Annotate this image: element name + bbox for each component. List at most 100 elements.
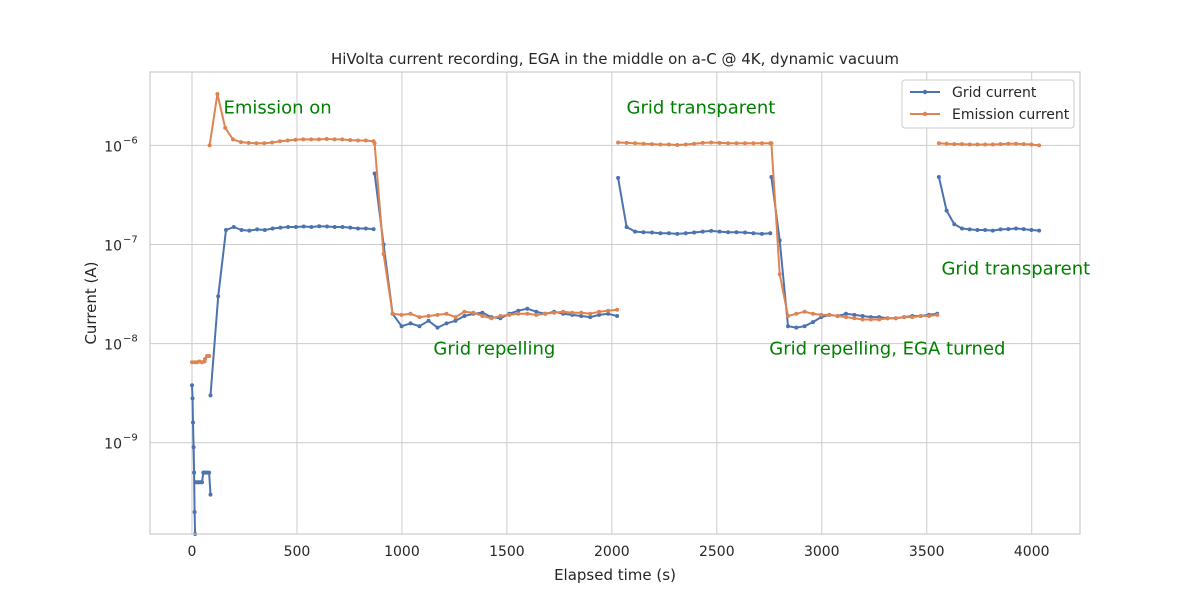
data-point [262, 228, 267, 232]
data-point [902, 315, 907, 320]
data-point [794, 311, 799, 316]
data-point [641, 141, 646, 146]
data-point [216, 294, 221, 299]
data-point [717, 140, 722, 145]
data-point [827, 312, 832, 317]
data-point [751, 231, 756, 236]
plot-frame [149, 71, 1081, 535]
data-point [208, 492, 213, 497]
data-point [399, 324, 404, 329]
y-tick-exponent: −7 [123, 234, 138, 245]
data-point [944, 141, 949, 146]
data-point [616, 175, 621, 180]
data-point [453, 315, 458, 320]
data-point [356, 226, 360, 231]
data-point [286, 225, 291, 229]
data-point [525, 306, 530, 311]
data-point [726, 141, 731, 146]
data-point [399, 312, 404, 317]
y-tick-label: 10 −7 [104, 234, 138, 254]
data-point [192, 470, 197, 475]
data-point [435, 312, 440, 317]
data-point [726, 230, 731, 235]
data-point [444, 321, 449, 326]
data-point [453, 318, 458, 323]
data-point [191, 420, 195, 425]
data-point [255, 227, 260, 232]
data-point [927, 314, 931, 318]
data-point [624, 140, 629, 145]
data-point [588, 311, 593, 316]
y-tick-base: 10 [104, 238, 122, 254]
data-point [810, 311, 815, 316]
data-point [192, 510, 197, 514]
data-point [743, 230, 747, 235]
y-tick-label: 10 −6 [104, 135, 138, 155]
data-point [844, 311, 848, 316]
data-point [935, 312, 940, 317]
data-point [683, 231, 688, 236]
data-point [802, 309, 807, 314]
data-point [231, 137, 235, 142]
data-point [633, 229, 638, 234]
y-tick-label: 10 −8 [104, 334, 138, 354]
data-point [348, 225, 353, 230]
data-point [262, 141, 267, 146]
data-point [552, 310, 557, 315]
data-point [967, 227, 972, 232]
data-point [852, 312, 857, 317]
data-point [324, 137, 329, 141]
data-point [794, 325, 799, 330]
data-point [381, 252, 386, 257]
data-point [835, 314, 840, 318]
data-point [786, 314, 790, 318]
data-point [1021, 227, 1026, 232]
data-point [910, 315, 915, 320]
data-point [285, 138, 290, 143]
series-line-segment [209, 225, 374, 396]
data-point [650, 230, 654, 235]
data-point [759, 231, 764, 236]
data-point [516, 308, 521, 313]
y-axis-ticks: 10−910−810−710−6 [104, 135, 138, 452]
data-point [606, 311, 611, 316]
data-point [489, 316, 494, 321]
data-point [293, 225, 298, 229]
data-point [759, 141, 764, 146]
data-point [786, 324, 790, 329]
data-point [579, 314, 584, 318]
data-point [675, 143, 680, 147]
data-point [372, 171, 377, 176]
data-point [270, 226, 275, 231]
data-point [751, 141, 756, 146]
data-point [810, 320, 815, 325]
data-point [990, 228, 995, 233]
data-point [363, 138, 368, 143]
data-point [224, 228, 228, 232]
x-tick-label: 1500 [489, 544, 525, 560]
data-point [570, 310, 575, 315]
data-point [819, 312, 824, 317]
data-point [371, 227, 376, 232]
data-point [1021, 142, 1026, 147]
data-point [944, 208, 949, 213]
data-point [301, 224, 306, 229]
data-point [852, 316, 857, 321]
data-point [658, 231, 663, 236]
data-point [239, 228, 244, 232]
data-point [860, 317, 865, 322]
data-point [1014, 226, 1018, 231]
data-point [277, 139, 282, 144]
data-point [868, 317, 873, 322]
data-point [952, 222, 957, 227]
data-point [462, 314, 467, 318]
data-point [893, 316, 898, 321]
data-point [507, 312, 512, 317]
series-line-segment [208, 93, 374, 146]
data-point [480, 310, 485, 315]
data-point [190, 383, 194, 388]
data-point [417, 324, 422, 329]
data-point [885, 316, 890, 321]
x-tick-label: 3000 [804, 544, 840, 560]
